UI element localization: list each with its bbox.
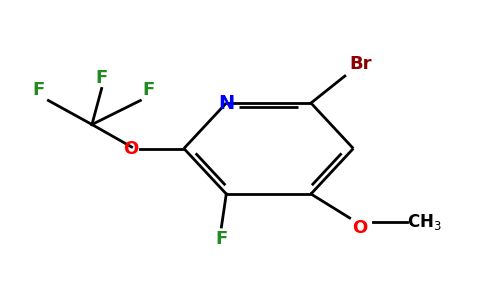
Text: CH$_3$: CH$_3$ xyxy=(407,212,441,232)
Text: N: N xyxy=(218,94,234,112)
Text: F: F xyxy=(32,81,45,99)
Text: F: F xyxy=(143,81,155,99)
Text: Br: Br xyxy=(350,55,372,73)
Text: O: O xyxy=(352,220,367,238)
Text: O: O xyxy=(122,140,138,158)
Text: F: F xyxy=(95,69,108,87)
Text: F: F xyxy=(215,230,227,248)
